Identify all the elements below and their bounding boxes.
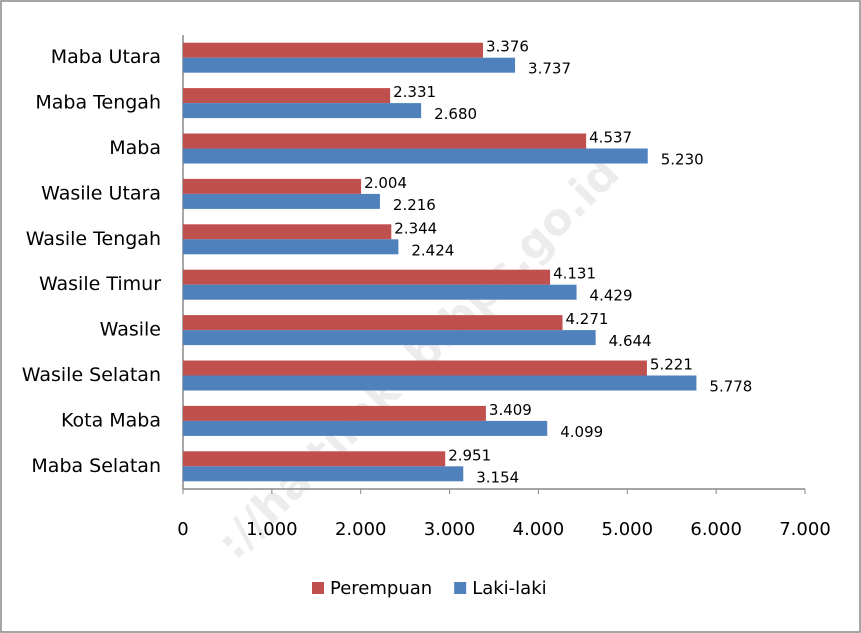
x-tick-label: 5.000: [602, 519, 654, 540]
y-tick-label: Kota Maba: [61, 409, 161, 431]
bar: [183, 360, 647, 376]
legend-label: Perempuan: [330, 578, 432, 599]
x-tick-label: 3.000: [424, 519, 476, 540]
y-tick-label: Maba Tengah: [35, 92, 161, 114]
y-tick-label: Wasile Tengah: [26, 228, 161, 250]
bar: [183, 466, 464, 482]
y-tick-label: Wasile Selatan: [22, 364, 161, 386]
bar: [183, 178, 362, 194]
y-tick-label: Maba Selatan: [31, 455, 161, 477]
data-label: 2.951: [448, 446, 491, 464]
x-tick-label: 0: [177, 519, 188, 540]
data-label: 4.099: [560, 423, 603, 441]
data-label: 4.537: [589, 129, 632, 147]
data-label: 5.230: [661, 151, 704, 169]
bar: [183, 315, 563, 331]
data-label: 5.778: [709, 378, 752, 396]
bar: [183, 269, 551, 285]
y-tick-label: Maba Utara: [51, 46, 161, 68]
bar: [183, 284, 577, 300]
data-label: 2.331: [393, 83, 436, 101]
y-tick-label: Maba: [109, 137, 161, 159]
data-label: 2.424: [411, 241, 454, 259]
x-tick-label: 7.000: [779, 519, 831, 540]
y-tick-label: Wasile Timur: [39, 273, 161, 295]
bar: [183, 57, 516, 73]
bar: [183, 103, 422, 119]
bar: [183, 451, 446, 467]
bar: [183, 88, 391, 104]
data-label: 2.344: [394, 219, 437, 237]
data-label: 4.271: [566, 310, 609, 328]
bar: [183, 420, 548, 436]
x-tick-label: 6.000: [690, 519, 742, 540]
data-label: 2.680: [434, 105, 477, 123]
bar: [183, 193, 380, 209]
data-label: 3.409: [489, 401, 532, 419]
data-label: 3.154: [476, 468, 519, 486]
bar: [183, 148, 648, 164]
bar: [183, 133, 587, 149]
data-label: 2.216: [393, 196, 436, 214]
legend-label: Laki-laki: [472, 578, 546, 599]
x-tick-label: 2.000: [335, 519, 387, 540]
bar: [183, 224, 392, 240]
data-label: 3.376: [486, 38, 529, 56]
bar: [183, 375, 697, 391]
x-tick-label: 4.000: [513, 519, 565, 540]
data-label: 4.429: [590, 287, 633, 305]
bar: [183, 405, 486, 421]
data-label: 3.737: [528, 60, 571, 78]
bar: [183, 330, 596, 346]
legend-swatch: [454, 582, 467, 594]
data-label: 5.221: [650, 356, 693, 374]
bar: [183, 42, 483, 58]
y-tick-label: Wasile Utara: [41, 182, 161, 204]
x-tick-label: 1.000: [246, 519, 298, 540]
bar: [183, 239, 399, 255]
data-label: 2.004: [364, 174, 407, 192]
data-label: 4.644: [609, 332, 652, 350]
y-tick-label: Wasile: [100, 319, 161, 341]
legend-swatch: [312, 582, 324, 594]
data-label: 4.131: [553, 265, 596, 283]
